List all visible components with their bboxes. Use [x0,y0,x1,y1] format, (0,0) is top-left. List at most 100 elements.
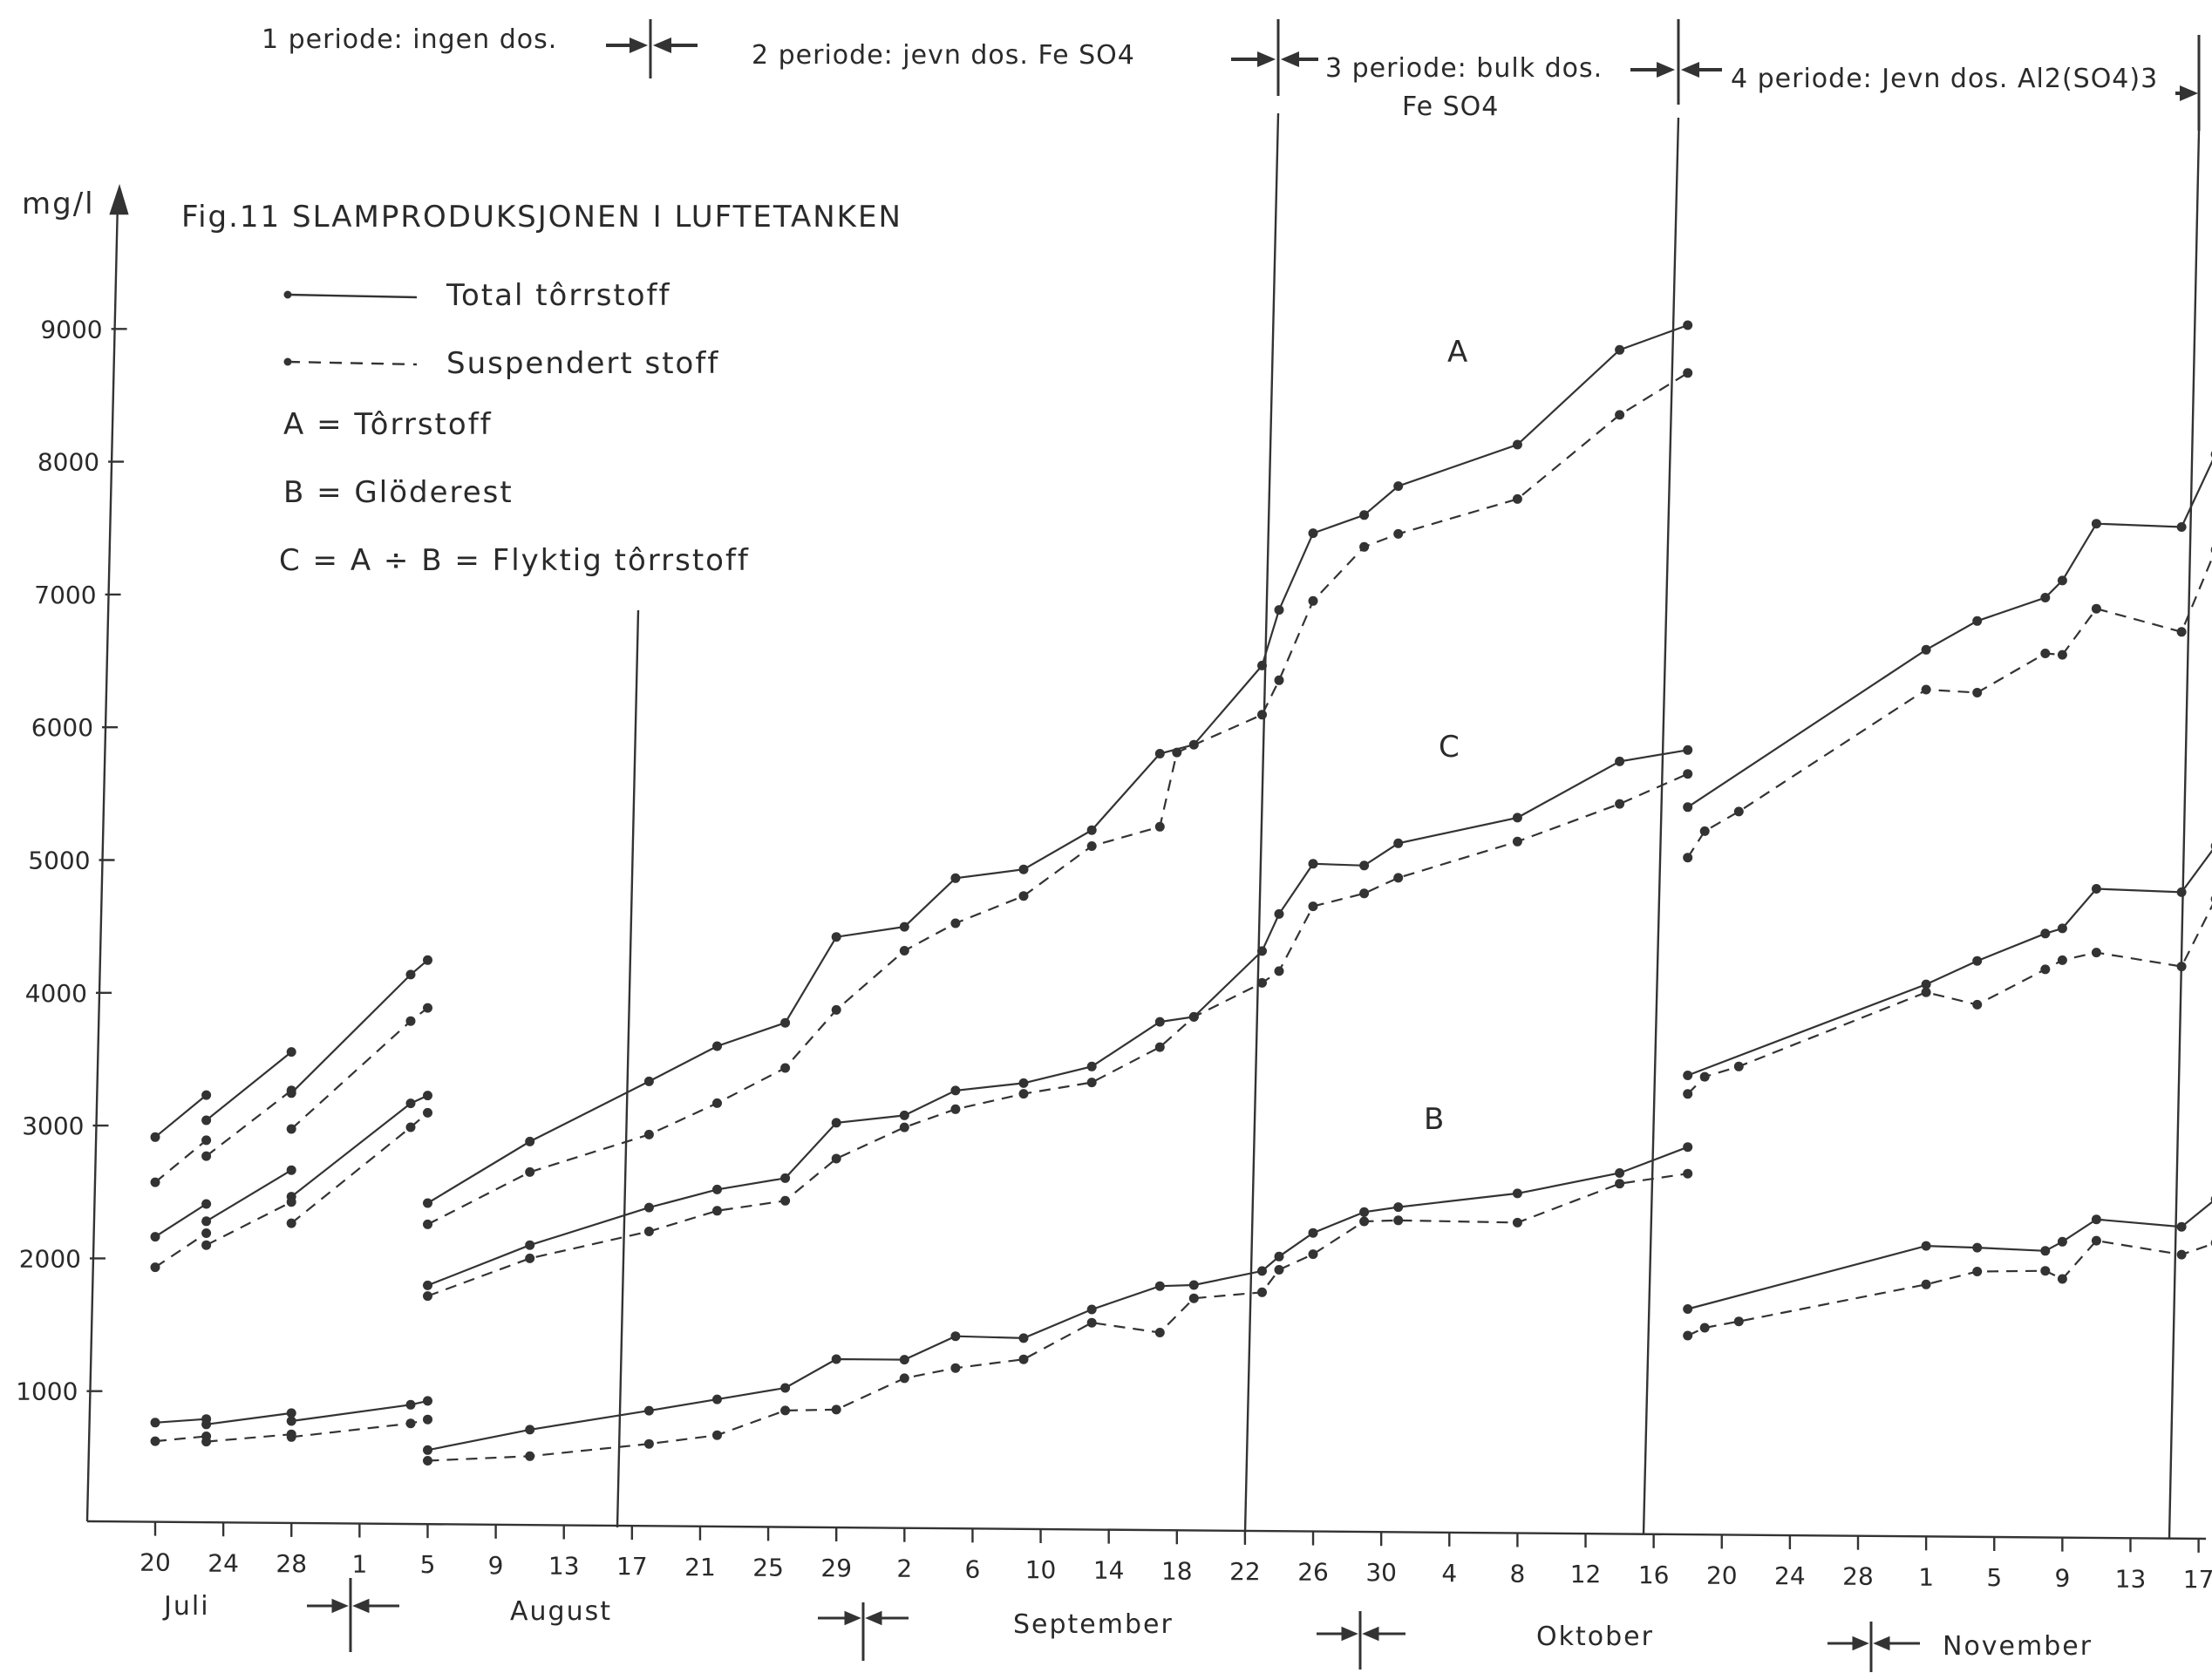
data-point [643,1076,654,1086]
x-tick-label: 30 [1365,1558,1397,1587]
data-point [1733,1316,1744,1327]
data-point [1308,1249,1318,1260]
data-point [1512,1188,1522,1199]
data-point [1257,946,1267,956]
data-point [1393,481,1404,492]
period-header: 1 periode: ingen dos. 2 periode: jevn do… [262,19,2201,131]
legend: Total tôrrstoff Suspendert stoff A = Tôr… [279,278,748,578]
data-point [201,1228,212,1238]
data-point [1683,1071,1693,1080]
data-point [201,1090,212,1100]
series-line-segment [1687,1200,2212,1310]
data-point [1733,806,1744,817]
series-line-segment [427,1173,1688,1462]
data-point [1921,644,1931,655]
data-point [1683,1330,1693,1341]
data-point [2057,575,2067,586]
x-tick-label: 6 [965,1554,981,1583]
data-point [525,1451,535,1461]
data-point [1359,541,1370,552]
series-line-segment [1687,849,2212,1077]
data-point [780,1405,791,1416]
x-tick-label: 5 [420,1550,436,1579]
data-point [1972,1242,1983,1253]
data-point [712,1206,722,1216]
data-point [1018,864,1029,874]
data-point [2176,1249,2187,1260]
data-point [150,1232,160,1242]
data-point [780,1173,791,1183]
data-point [1615,344,1625,355]
data-point [1359,860,1370,871]
data-point [643,1202,654,1213]
data-point [423,1291,432,1302]
x-tick-label: 13 [548,1551,580,1580]
data-point [1921,1279,1931,1289]
data-point [712,1098,722,1108]
data-point [1308,528,1318,539]
y-axis-unit-label: mg/l [22,187,95,221]
data-point [1683,1304,1693,1314]
data-point [1359,510,1370,520]
data-point [405,969,416,980]
x-tick-label: 16 [1638,1561,1670,1589]
data-point [1512,836,1522,847]
y-tick-label: 1000 [16,1377,78,1406]
x-tick-label: 17 [2183,1565,2212,1594]
data-point [150,1262,160,1273]
data-point [1683,745,1693,755]
data-point [423,1219,432,1229]
series-line-segment [1687,459,2212,808]
data-point [1512,439,1522,450]
series-b-total-t-rrstoff [150,1142,2212,1455]
period-line-aug17 [616,609,640,1528]
month-separators [307,1578,1920,1672]
data-point [201,1199,212,1209]
data-point [1086,825,1097,835]
data-point [1683,1089,1693,1099]
data-point [423,1198,432,1208]
data-point [286,1218,296,1228]
data-point [286,1165,296,1175]
data-point [1615,410,1625,420]
x-tick-label: 25 [752,1553,784,1581]
data-point [1188,1280,1199,1290]
data-point [1359,1207,1370,1217]
period-lines [616,112,2201,1540]
data-point [525,1425,535,1435]
curve-label-a: A [1447,335,1467,370]
data-point [2057,1274,2067,1284]
data-point [201,1135,212,1146]
data-point [1086,1304,1097,1315]
data-point [1683,320,1693,330]
data-point [1393,528,1404,539]
data-point [525,1253,535,1263]
data-point [405,1418,416,1429]
period-3-label-2: Fe SO4 [1402,92,1499,122]
series-line-segment [1686,903,2212,1095]
data-point [643,1129,654,1139]
legend-note-b: B = Glöderest [283,475,514,510]
data-point [1699,826,1710,836]
data-point [1154,821,1165,832]
data-point [1172,747,1182,758]
data-point [1018,1333,1029,1343]
data-point [2091,519,2101,529]
x-tick-label: 22 [1229,1557,1261,1586]
data-point [1615,756,1625,766]
period-2-label: 2 periode: jevn dos. Fe SO4 [752,40,1135,71]
curve-label-c: C [1439,730,1460,765]
data-point [1086,1061,1097,1071]
data-point [2176,962,2187,972]
data-point [643,1438,654,1449]
data-point [1086,1078,1097,1088]
data-point [2040,964,2051,975]
data-point [2091,1235,2101,1246]
x-tick-label: 5 [1986,1563,2002,1592]
data-point [1512,493,1522,504]
data-point [150,1418,160,1428]
data-point [1393,873,1404,883]
series-line-segment [427,749,1688,1287]
data-point [405,1399,416,1410]
series-line-segment [154,1232,208,1268]
